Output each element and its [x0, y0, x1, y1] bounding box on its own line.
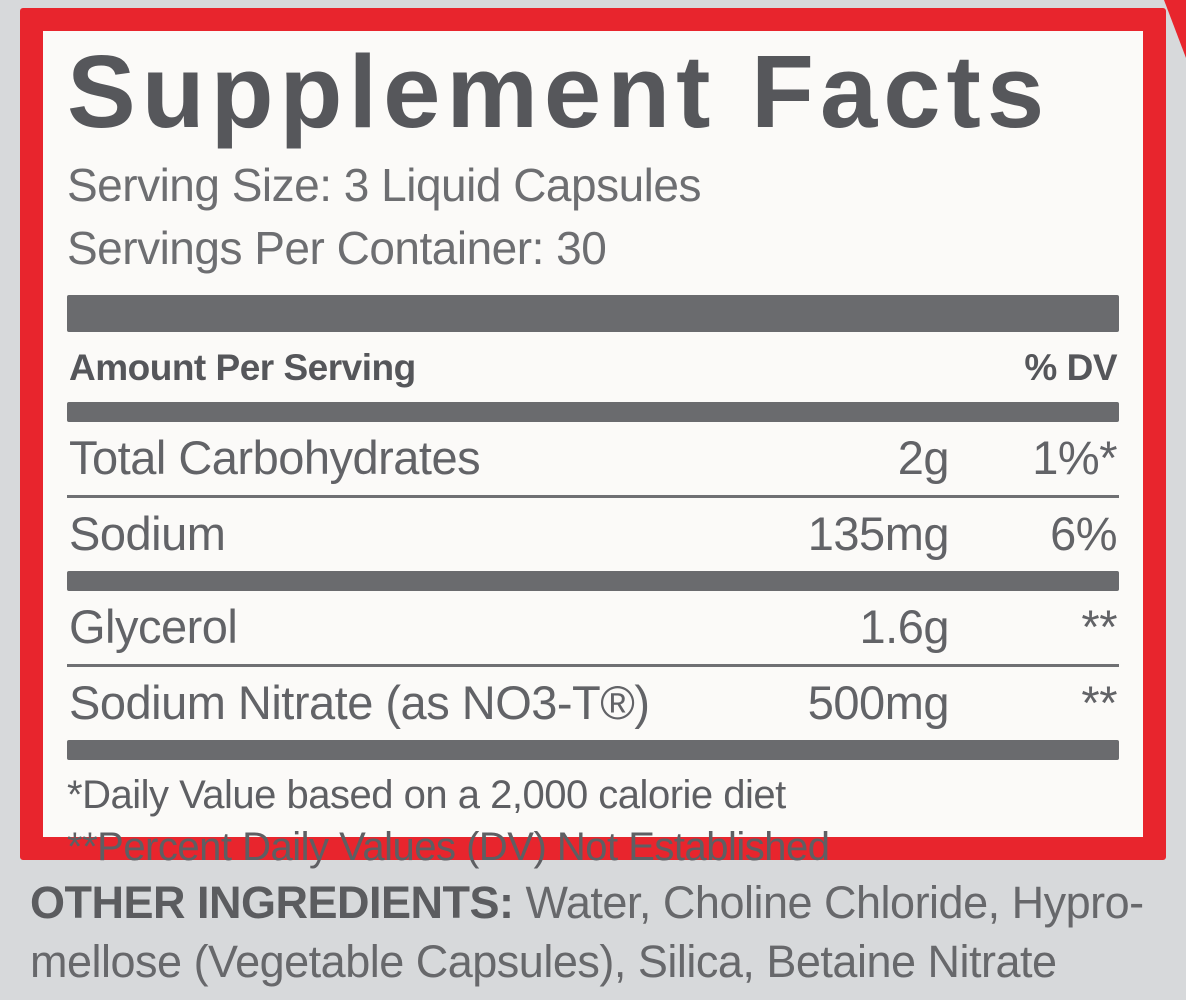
other-ingredients-line1: OTHER INGREDIENTS: Water, Choline Chlori… — [30, 874, 1160, 933]
nutrient-row-sodium: Sodium 135mg 6% — [67, 498, 1119, 571]
nutrient-dv: ** — [1081, 676, 1117, 730]
row-separator — [67, 495, 1119, 499]
supplement-facts-panel: Supplement Facts Serving Size: 3 Liquid … — [20, 8, 1166, 869]
other-ingredients-text-line2: mellose (Vegetable Capsules), Silica, Be… — [30, 935, 1057, 987]
nutrient-row-total-carbohydrates: Total Carbohydrates 2g 1%* — [67, 422, 1119, 495]
corner-accent-triangle — [1164, 0, 1186, 58]
servings-per-container-line: Servings Per Container: 30 — [67, 221, 607, 274]
percent-dv-header: % DV — [1024, 347, 1117, 389]
divider-bar-mid — [67, 571, 1119, 592]
footnote-daily-value: *Daily Value based on a 2,000 calorie di… — [67, 773, 786, 818]
divider-bar-top — [67, 295, 1119, 333]
panel-inner: Supplement Facts Serving Size: 3 Liquid … — [43, 31, 1143, 869]
footnote-dv-not-established: **Percent Daily Values (DV) Not Establis… — [67, 824, 830, 869]
other-ingredients-section: OTHER INGREDIENTS: Water, Choline Chlori… — [30, 874, 1160, 991]
nutrient-amount: 500mg — [807, 676, 950, 730]
nutrient-name: Sodium — [69, 507, 226, 561]
footnotes: *Daily Value based on a 2,000 calorie di… — [67, 770, 1119, 872]
panel-title: Supplement Facts — [67, 34, 1051, 149]
nutrient-dv: 6% — [1050, 507, 1117, 561]
divider-bar-bottom — [67, 740, 1119, 761]
other-ingredients-text-line1: Water, Choline Chloride, Hypro- — [525, 877, 1145, 928]
divider-bar-header — [67, 402, 1119, 423]
amount-per-serving-header: Amount Per Serving — [69, 347, 416, 389]
nutrient-name: Sodium Nitrate (as NO3-T®) — [69, 676, 650, 730]
serving-size-line: Serving Size: 3 Liquid Capsules — [67, 159, 701, 212]
nutrient-name: Total Carbohydrates — [69, 431, 481, 485]
column-header-row: Amount Per Serving % DV — [67, 332, 1119, 402]
serving-info: Serving Size: 3 Liquid Capsules Servings… — [67, 154, 1119, 279]
nutrient-amount: 135mg — [807, 507, 950, 561]
nutrient-row-glycerol: Glycerol 1.6g ** — [67, 591, 1119, 664]
nutrient-dv: ** — [1081, 600, 1117, 654]
nutrient-amount: 1.6g — [859, 600, 950, 654]
nutrient-dv: 1%* — [1032, 431, 1117, 485]
nutrient-name: Glycerol — [69, 600, 238, 654]
other-ingredients-label: OTHER INGREDIENTS: — [30, 877, 514, 928]
row-separator — [67, 664, 1119, 668]
nutrient-row-sodium-nitrate: Sodium Nitrate (as NO3-T®) 500mg ** — [67, 667, 1119, 740]
nutrient-amount: 2g — [897, 431, 950, 485]
